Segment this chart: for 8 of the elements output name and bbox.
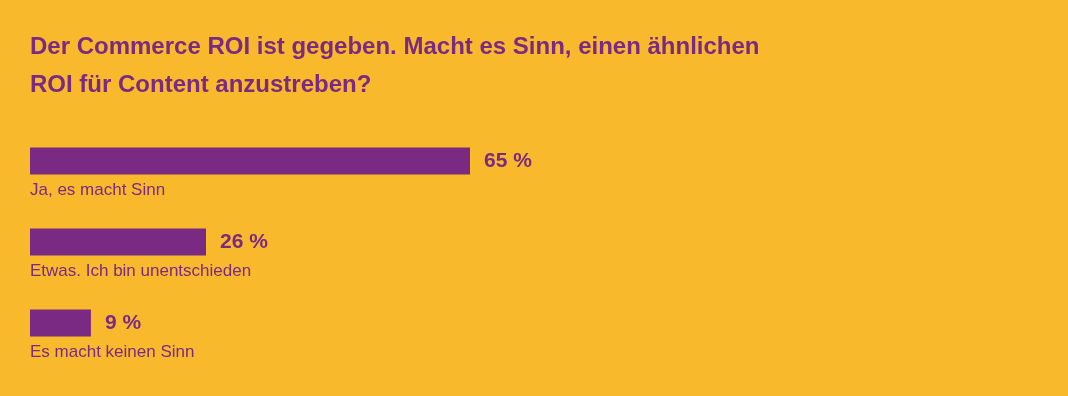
y-tick-label: Etwas. Ich bin unentschieden [30,260,252,280]
data-label: 65 % [484,148,533,171]
text: ROI für Content anzustreben? [30,70,372,97]
data-label: 9 % [104,310,142,333]
y-tick-label: Ja, es macht Sinn [30,179,166,199]
text: Der Commerce ROI ist gegeben. Macht es Sinn, einen ähnlichen [30,32,760,59]
data-label: 26 % [220,229,269,252]
y-tick-label: Es macht keinen Sinn [30,341,195,361]
